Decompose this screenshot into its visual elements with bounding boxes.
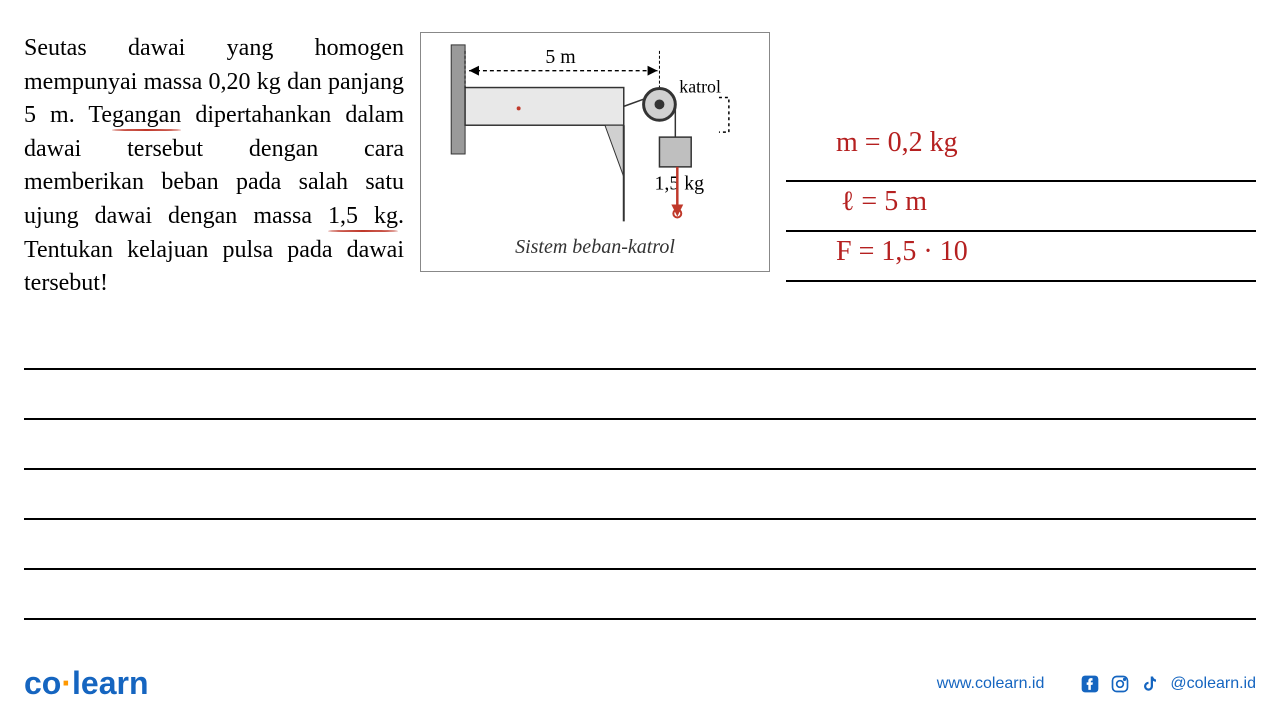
support (605, 125, 624, 177)
instagram-icon (1110, 674, 1130, 694)
footer-handle: @colearn.id (1170, 675, 1256, 693)
ruled-lines (24, 320, 1256, 620)
diagram-caption: Sistem beban-katrol (421, 236, 769, 259)
facebook-icon (1080, 674, 1100, 694)
underlined-mass: 1,5 kg (328, 203, 398, 229)
footer-url: www.colearn.id (937, 675, 1045, 693)
hw-line-2: ℓ = 5 m (786, 182, 1256, 232)
logo-co: co (24, 665, 61, 701)
hw-force: F = 1,5 · 10 (836, 236, 968, 268)
pulley-label: katrol (679, 77, 721, 97)
length-label: 5 m (545, 46, 576, 68)
footer-right: www.colearn.id @colearn.id (937, 674, 1256, 694)
rule-2 (24, 370, 1256, 420)
pulley-bracket (719, 97, 729, 132)
rule-1 (24, 320, 1256, 370)
problem-text: Seutas dawai yang homogen mempunyai mass… (24, 32, 404, 301)
red-dot-beam (517, 106, 521, 110)
logo-dot: · (61, 665, 72, 701)
dim-arrow-right (648, 66, 658, 76)
hw-mass: m = 0,2 kg (836, 127, 958, 159)
tiktok-icon (1140, 674, 1160, 694)
logo: co·learn (24, 665, 148, 702)
mass-block (659, 137, 691, 167)
wall (451, 45, 465, 154)
hw-length: ℓ = 5 m (841, 186, 927, 218)
content-area: Seutas dawai yang homogen mempunyai mass… (0, 0, 1280, 301)
hw-line-3: F = 1,5 · 10 (786, 232, 1256, 282)
pulley-inner (655, 99, 665, 109)
rule-6 (24, 570, 1256, 620)
mass-label: 1,5 kg (655, 173, 705, 195)
dim-arrow-left (469, 66, 479, 76)
footer: co·learn www.colearn.id @colearn.id (24, 665, 1256, 702)
beam (465, 88, 624, 126)
hw-line-1: m = 0,2 kg (786, 132, 1256, 182)
rule-5 (24, 520, 1256, 570)
logo-learn: learn (72, 665, 148, 701)
rule-3 (24, 420, 1256, 470)
diagram-box: 5 m katrol 1,5 kg Sistem beban-katrol (420, 32, 770, 272)
rule-4 (24, 470, 1256, 520)
underlined-gangan: gangan (112, 102, 181, 128)
handwritten-area: m = 0,2 kg ℓ = 5 m F = 1,5 · 10 (786, 132, 1256, 301)
